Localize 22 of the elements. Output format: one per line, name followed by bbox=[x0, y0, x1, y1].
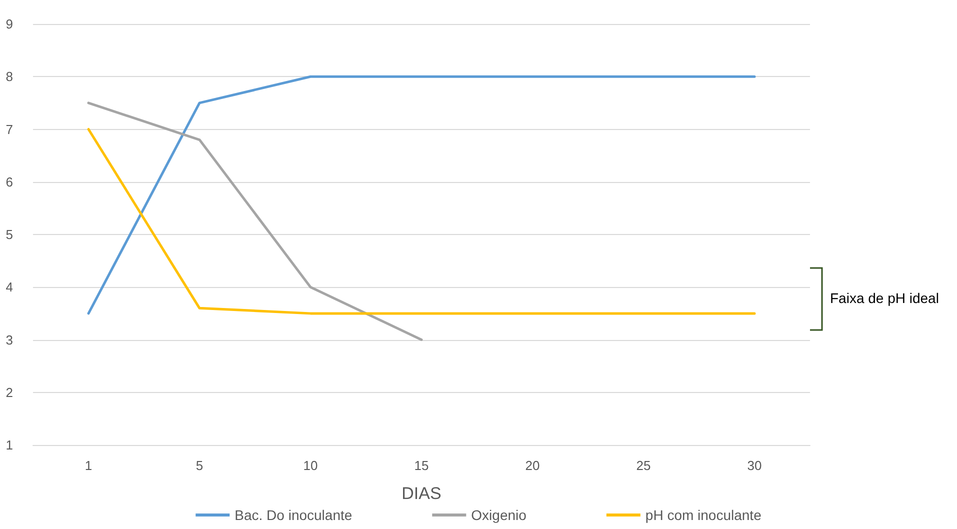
line-series bbox=[87, 102, 423, 341]
y-tick-label: 9 bbox=[6, 16, 13, 32]
y-tick-label: 6 bbox=[6, 174, 13, 190]
x-tick-label: 15 bbox=[414, 458, 429, 473]
x-tick-label: 30 bbox=[747, 458, 762, 473]
y-tick-label: 5 bbox=[6, 227, 13, 242]
y-tick-label: 7 bbox=[6, 122, 13, 137]
y-tick-label: 4 bbox=[6, 280, 13, 295]
y-tick-label: 2 bbox=[6, 384, 13, 400]
legend-label: pH com inoculante bbox=[645, 507, 762, 523]
x-tick-label: 5 bbox=[196, 458, 204, 473]
legend-label: Bac. Do inoculante bbox=[234, 507, 352, 523]
legend-label: Oxigenio bbox=[471, 507, 527, 523]
x-tick-label: 10 bbox=[303, 458, 318, 473]
x-tick-label: 1 bbox=[84, 458, 92, 473]
x-tick-label: 20 bbox=[525, 458, 540, 473]
y-tick-label: 8 bbox=[6, 69, 13, 84]
x-axis-title: DIAS bbox=[402, 484, 442, 503]
x-tick-label: 25 bbox=[636, 458, 651, 473]
text: Faixa de pH ideal bbox=[830, 290, 939, 306]
y-tick-label: 3 bbox=[6, 332, 13, 348]
y-tick-label: 1 bbox=[6, 438, 13, 452]
